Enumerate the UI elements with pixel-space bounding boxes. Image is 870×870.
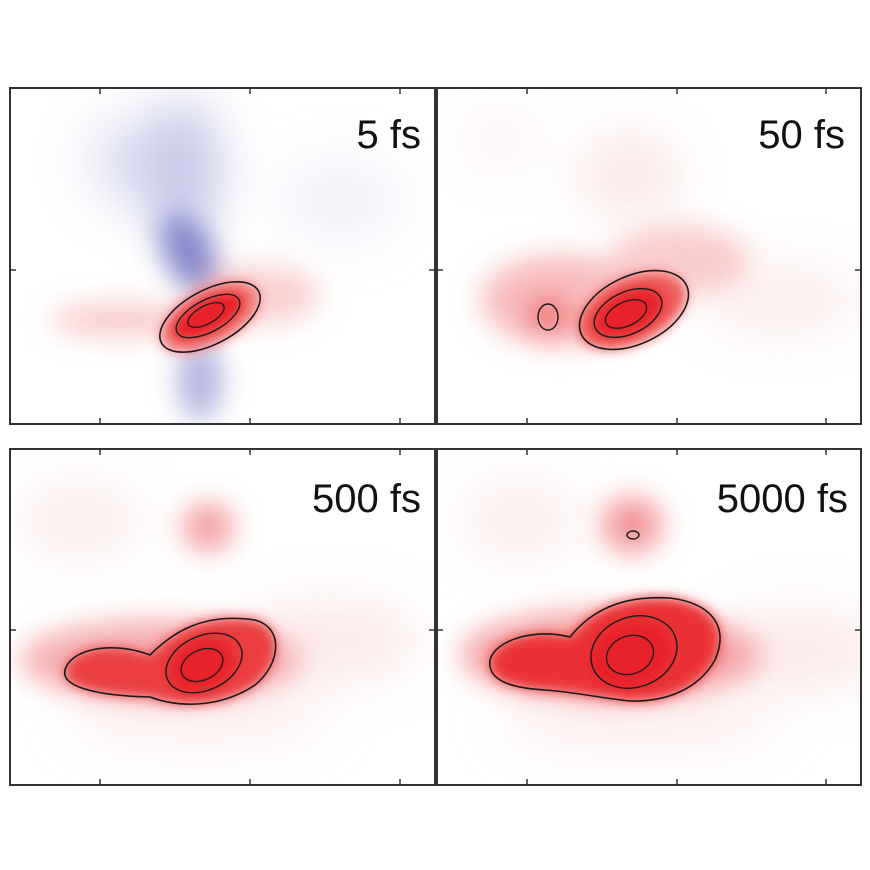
panel-50fs: 50 fs [436, 87, 862, 425]
contour-line [626, 530, 640, 540]
panel-500fs: 500 fs [9, 448, 436, 786]
panel-frame [9, 448, 436, 786]
panel-frame [436, 448, 862, 786]
contour-line [593, 287, 663, 339]
negative-lobe [178, 340, 222, 420]
positive-upper-peak [602, 497, 662, 553]
positive-peak [169, 289, 247, 343]
panel-label: 500 fs [312, 477, 421, 521]
positive-peak [589, 621, 671, 689]
contour-line [159, 281, 261, 353]
contour-line [489, 596, 721, 702]
heatmap-50fs [437, 88, 861, 424]
contour-line [578, 269, 690, 351]
panel-frame [436, 87, 862, 425]
contour-line [175, 293, 241, 339]
panel-5fs: 5 fs [9, 87, 436, 425]
heatmap-500fs [10, 449, 435, 785]
contour-line [165, 632, 243, 694]
contour-line [590, 615, 678, 689]
positive-side-peak [526, 298, 570, 334]
contour-line [605, 634, 655, 676]
heatmap-5000fs [437, 449, 861, 785]
positive-upper-peak [182, 503, 234, 551]
panel-5000fs: 5000 fs [436, 448, 862, 786]
panel-label: 5000 fs [717, 477, 848, 521]
tick-marks [10, 449, 435, 785]
contour-line [537, 303, 559, 331]
negative-lobe [161, 212, 219, 298]
tick-marks [10, 88, 435, 424]
tick-marks [437, 88, 861, 424]
heatmap-5fs [10, 88, 435, 424]
contour-line [187, 302, 225, 328]
panel-label: 5 fs [357, 113, 421, 157]
panel-label: 50 fs [758, 113, 845, 157]
contour-line [180, 647, 224, 683]
panel-frame [9, 87, 436, 425]
contour-line [64, 617, 277, 705]
tick-marks [437, 449, 861, 785]
contour-line [604, 299, 648, 329]
